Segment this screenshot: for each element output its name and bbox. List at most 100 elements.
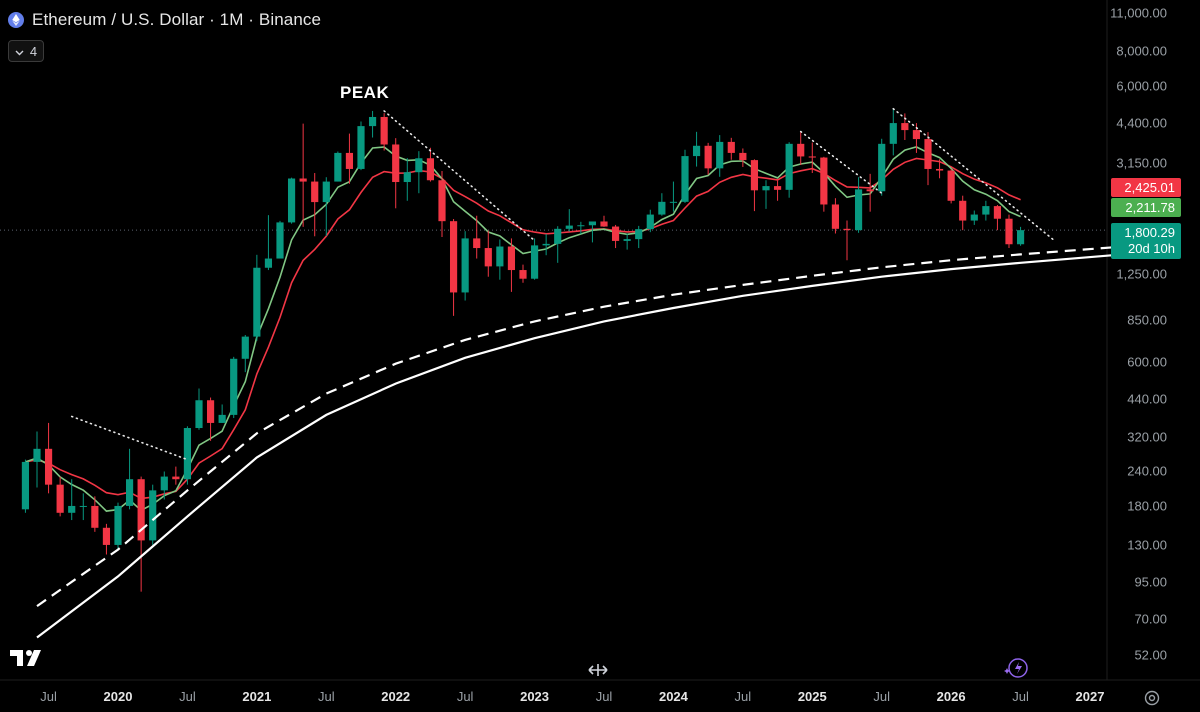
candle-body xyxy=(959,200,967,221)
price-axis-tick: 70.00 xyxy=(1134,611,1167,627)
price-axis-tick: 52.00 xyxy=(1134,647,1167,663)
chart-header: Ethereum / U.S. Dollar · 1M · Binance xyxy=(8,10,321,30)
candle-body xyxy=(206,400,215,423)
candle-body xyxy=(1005,218,1013,245)
candle-body xyxy=(473,238,481,249)
candle-body xyxy=(507,246,516,271)
candle-body xyxy=(160,476,168,491)
fast-ma-price-tag: 2,211.78 xyxy=(1111,198,1181,217)
candle-body xyxy=(878,143,886,192)
candle-body xyxy=(21,461,30,510)
price-axis-tick: 850.00 xyxy=(1127,312,1167,328)
candle-body xyxy=(1016,230,1025,245)
candle-body xyxy=(276,222,284,259)
candle-body xyxy=(669,201,678,203)
candle-body xyxy=(33,448,41,462)
candle-body xyxy=(68,505,76,513)
candle-body xyxy=(241,336,249,359)
candle-body xyxy=(415,158,423,173)
candle-body xyxy=(253,267,261,337)
candle-body xyxy=(611,226,620,241)
candle-body xyxy=(577,225,585,227)
candle-body xyxy=(218,414,226,423)
time-axis-tick: 2024 xyxy=(658,689,688,704)
candle-body xyxy=(727,141,735,153)
bar-countdown: 20d 10h xyxy=(1128,241,1175,256)
candle-body xyxy=(716,141,724,169)
candle-body xyxy=(230,358,238,415)
candle-body xyxy=(357,126,365,169)
settings-gear-icon[interactable] xyxy=(1143,689,1161,712)
time-axis-tick: Jul xyxy=(456,689,474,704)
price-axis-tick: 130.00 xyxy=(1127,537,1167,553)
time-axis-tick: Jul xyxy=(873,689,891,704)
time-axis-tick: Jul xyxy=(317,689,335,704)
candle-body xyxy=(311,181,319,203)
candle-body xyxy=(565,225,573,229)
candle-body xyxy=(91,505,99,528)
fast-moving-average-line xyxy=(25,146,1021,512)
time-axis-tick: 2026 xyxy=(936,689,966,704)
candle-body xyxy=(438,180,446,222)
candle-body xyxy=(993,206,1002,219)
time-axis-tick: Jul xyxy=(179,689,196,704)
slow-ma-price-tag: 2,425.01 xyxy=(1111,178,1181,197)
candle-body xyxy=(137,479,145,541)
candle-body xyxy=(264,258,273,268)
time-axis-tick: 2027 xyxy=(1075,689,1105,704)
chevron-down-icon xyxy=(15,44,24,59)
candle-body xyxy=(773,186,782,190)
candle-body xyxy=(530,245,539,279)
horizontal-scroll-icon[interactable] xyxy=(587,661,609,684)
candle-body xyxy=(519,270,527,279)
indicators-toggle[interactable]: 4 xyxy=(8,40,44,62)
candle-body xyxy=(403,172,411,183)
candle-body xyxy=(762,186,770,191)
candle-body xyxy=(820,157,828,205)
time-axis-tick: 2021 xyxy=(242,689,272,704)
candle-body xyxy=(299,178,307,182)
tradingview-logo[interactable] xyxy=(8,644,46,668)
candle-body xyxy=(102,527,111,545)
candle-body xyxy=(843,228,851,231)
price-axis-tick: 95.00 xyxy=(1134,574,1167,590)
peak-annotation: PEAK xyxy=(340,83,390,102)
candle-body xyxy=(739,152,747,161)
price-axis-tick: 240.00 xyxy=(1127,463,1167,479)
dotted-trendline xyxy=(383,110,536,242)
candle-body xyxy=(866,189,874,192)
candle-body xyxy=(334,152,342,182)
candle-body xyxy=(496,246,504,267)
magic-sparkle-icon[interactable] xyxy=(1002,656,1030,685)
candle-body xyxy=(56,484,64,513)
candle-body xyxy=(380,116,388,145)
last-price-value: 1,800.29 xyxy=(1124,225,1175,240)
candle-body xyxy=(600,221,608,227)
dotted-trendline xyxy=(799,130,883,195)
candle-body xyxy=(449,221,458,293)
candle-body xyxy=(554,228,562,244)
indicator-count: 4 xyxy=(29,43,38,59)
symbol-title[interactable]: Ethereum / U.S. Dollar · 1M · Binance xyxy=(32,10,322,29)
price-axis-tick: 1,250.00 xyxy=(1116,266,1167,282)
candle-body xyxy=(797,143,805,157)
price-axis-tick: 6,000.00 xyxy=(1116,78,1167,94)
candle-body xyxy=(623,239,631,241)
candle-body xyxy=(750,160,759,191)
last-price-tag: 1,800.29 20d 10h xyxy=(1111,223,1181,259)
price-axis-tick: 8,000.00 xyxy=(1116,43,1167,59)
candle-body xyxy=(368,116,377,127)
time-axis-tick: 2022 xyxy=(381,689,411,704)
candle-body xyxy=(808,156,816,158)
candle-body xyxy=(114,505,122,545)
candle-body xyxy=(79,505,87,507)
price-axis-tick: 600.00 xyxy=(1127,354,1167,370)
time-axis-tick: Jul xyxy=(595,689,613,704)
candle-body xyxy=(692,145,701,157)
candle-body xyxy=(889,123,897,144)
dashed-support-curve xyxy=(36,246,1114,608)
candle-body xyxy=(681,156,689,202)
solid-support-curve xyxy=(36,254,1114,639)
candle-body xyxy=(183,428,192,480)
